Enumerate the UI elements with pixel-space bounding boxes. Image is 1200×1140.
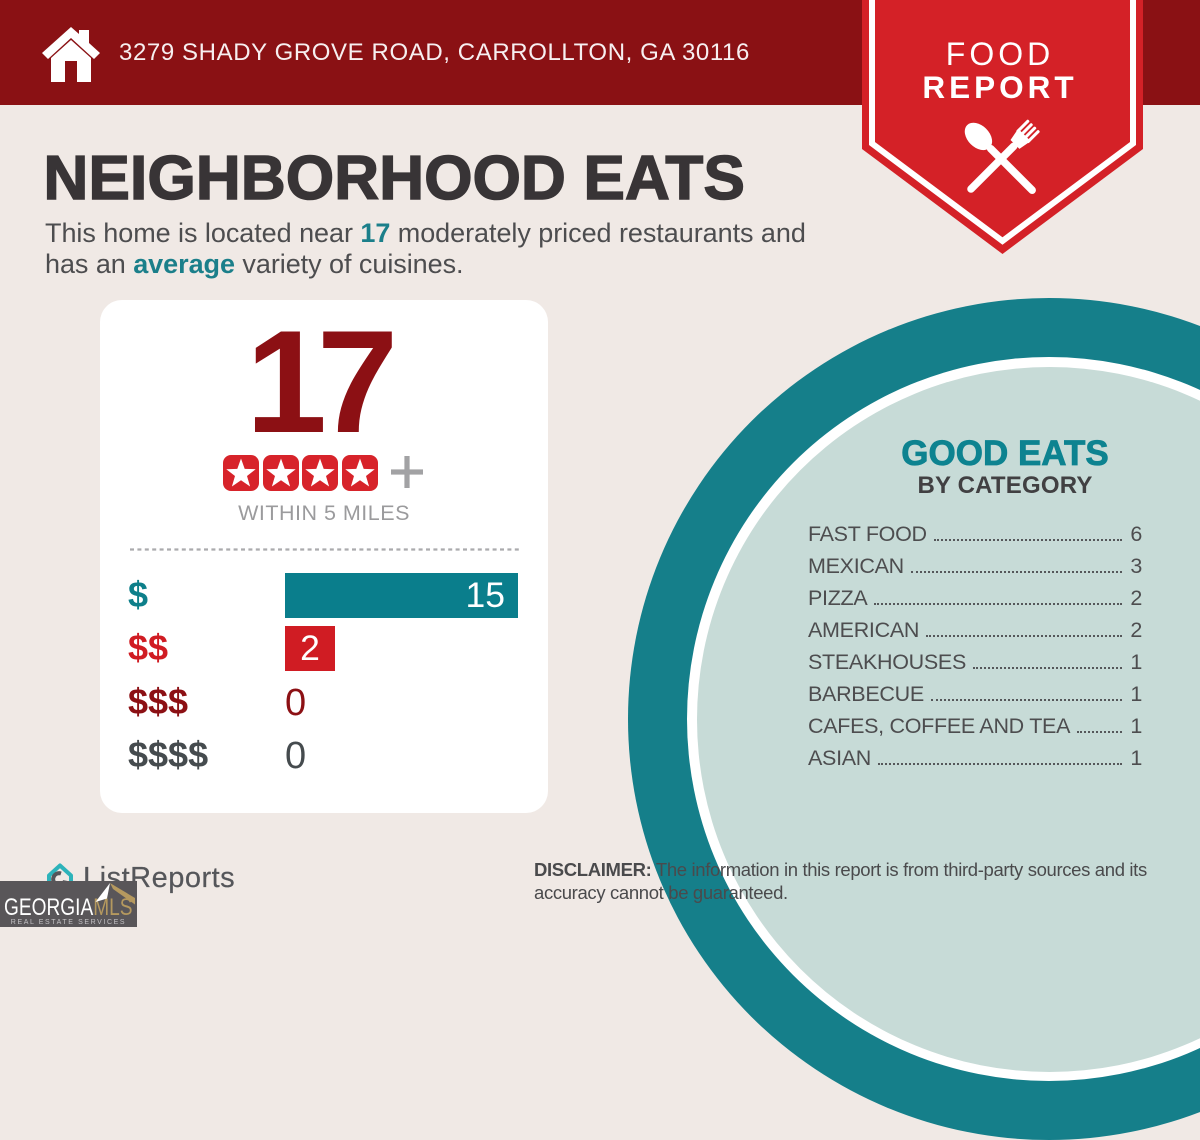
svg-text:REPORT: REPORT	[922, 69, 1077, 105]
svg-text:FOOD: FOOD	[946, 36, 1054, 72]
